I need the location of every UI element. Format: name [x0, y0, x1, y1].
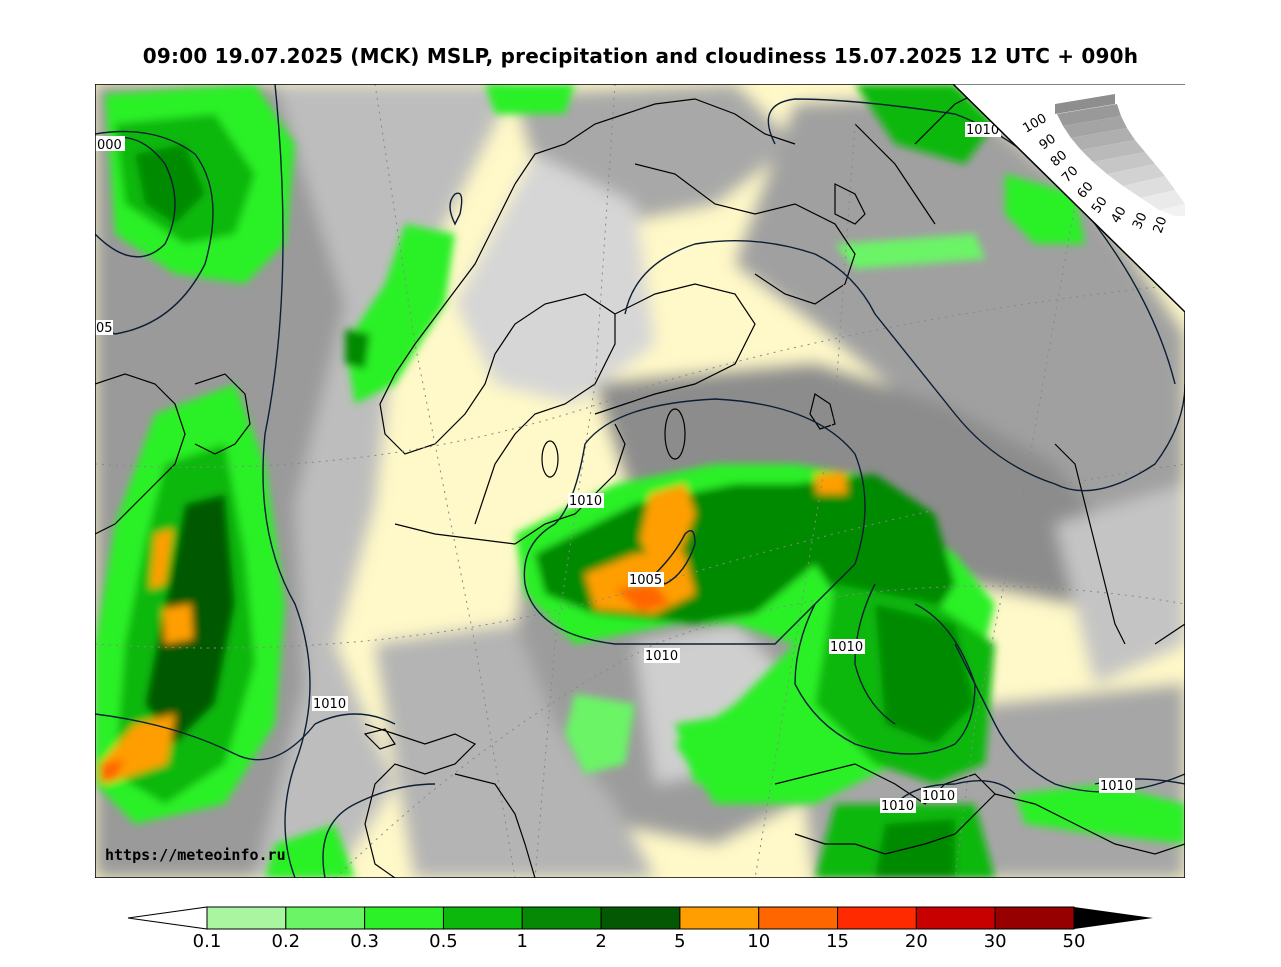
map-title: 09:00 19.07.2025 (MCK) MSLP, precipitati…	[142, 44, 1139, 68]
isobar-label: 1010	[965, 122, 1001, 138]
svg-text:1010: 1010	[645, 649, 678, 664]
isobar-label: 1010	[829, 639, 865, 655]
colorbar-tick-label: 15	[826, 931, 849, 952]
colorbar-cell	[206, 906, 287, 930]
source-url[interactable]: https://meteoinfo.ru	[105, 846, 286, 864]
colorbar-tick-label: 5	[674, 931, 686, 952]
colorbar-cell	[285, 906, 366, 930]
isobar-labels: 000 05 1010 1010 1005 1010 1010 1010 101…	[95, 122, 1135, 814]
svg-text:1010: 1010	[313, 697, 346, 712]
svg-text:05: 05	[96, 321, 113, 336]
precipitation-layer	[95, 84, 1185, 878]
colorbar-max-arrow	[1074, 907, 1153, 929]
colorbar-tick-label: 0.3	[350, 931, 379, 952]
svg-text:000: 000	[97, 138, 122, 153]
isobar-label: 1010	[880, 798, 916, 814]
graticule	[95, 84, 1185, 878]
isobar-label: 1010	[644, 648, 680, 664]
isobar-label: 05	[95, 320, 113, 336]
colorbar-cell	[679, 906, 760, 930]
isobar-label: 000	[95, 136, 125, 153]
colorbar-cell	[994, 906, 1075, 930]
svg-text:1010: 1010	[966, 123, 999, 138]
colorbar-cell	[915, 906, 996, 930]
colorbar-cell	[442, 906, 523, 930]
svg-text:1010: 1010	[569, 494, 602, 509]
precipitation-colorbar	[0, 900, 1281, 963]
svg-text:1010: 1010	[830, 640, 863, 655]
svg-text:1010: 1010	[881, 799, 914, 814]
isobar-label: 1010	[1099, 778, 1135, 794]
colorbar-cell	[600, 906, 681, 930]
colorbar-cell	[364, 906, 444, 930]
colorbar-tick-label: 10	[747, 931, 771, 952]
colorbar-tick-label: 1	[516, 931, 528, 952]
map-frame	[95, 84, 1185, 878]
isobar-label: 1005	[628, 572, 664, 588]
colorbar-tick-label: 0.1	[192, 931, 222, 952]
svg-text:1010: 1010	[922, 789, 955, 804]
colorbar-cell	[837, 906, 917, 930]
colorbar-tick-label: 2	[595, 931, 607, 952]
svg-text:40: 40	[1108, 204, 1129, 226]
svg-text:30: 30	[1130, 210, 1151, 231]
colorbar-tick-label: 30	[983, 931, 1007, 952]
colorbar-tick-label: 0.2	[271, 931, 301, 952]
colorbar-tick-label: 20	[904, 931, 928, 952]
forecast-map: 000 05 1010 1010 1005 1010 1010 1010 101…	[95, 84, 1185, 878]
colorbar-min-arrow	[127, 906, 208, 930]
svg-text:20: 20	[1151, 215, 1171, 236]
svg-text:1005: 1005	[629, 573, 662, 588]
isobar-label: 1010	[312, 696, 348, 712]
cloudiness-legend	[1055, 94, 1185, 216]
colorbar-tick-label: 50	[1062, 931, 1086, 952]
isobar-label: 1010	[568, 493, 604, 509]
colorbar-cell	[521, 906, 602, 930]
coastlines	[95, 93, 1185, 878]
isobar-label: 1010	[921, 788, 957, 804]
colorbar-tick-label: 0.5	[429, 931, 458, 952]
svg-text:1010: 1010	[1100, 779, 1133, 794]
colorbar-cell	[758, 906, 839, 930]
